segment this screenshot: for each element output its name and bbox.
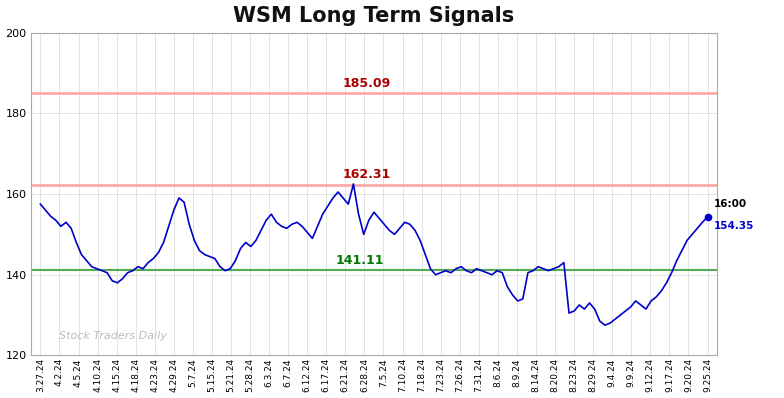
Text: 154.35: 154.35 bbox=[714, 221, 754, 231]
Text: 141.11: 141.11 bbox=[336, 254, 384, 267]
Text: 162.31: 162.31 bbox=[343, 168, 390, 181]
Text: 16:00: 16:00 bbox=[714, 199, 747, 209]
Text: Stock Traders Daily: Stock Traders Daily bbox=[60, 331, 168, 341]
Text: 185.09: 185.09 bbox=[343, 76, 390, 90]
Title: WSM Long Term Signals: WSM Long Term Signals bbox=[234, 6, 514, 25]
